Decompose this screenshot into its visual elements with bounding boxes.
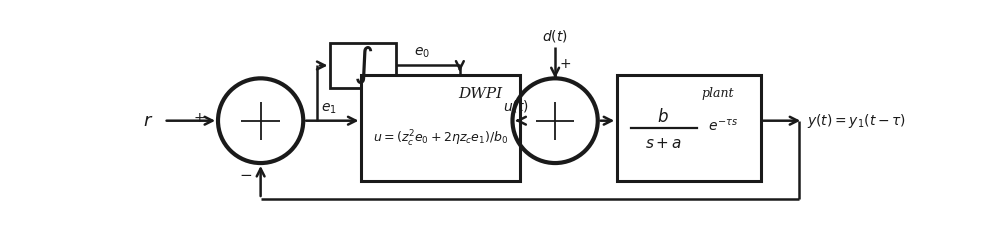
Text: $e^{-\tau s}$: $e^{-\tau s}$ bbox=[708, 118, 738, 134]
Text: $d(t)$: $d(t)$ bbox=[542, 28, 568, 44]
Bar bbox=[330, 43, 396, 87]
Text: +: + bbox=[193, 111, 205, 125]
Text: $e_0$: $e_0$ bbox=[414, 45, 430, 60]
Text: $s+a$: $s+a$ bbox=[645, 137, 682, 151]
Text: $u(t)$: $u(t)$ bbox=[503, 98, 529, 114]
Text: $r$: $r$ bbox=[143, 112, 153, 130]
Text: $e_1$: $e_1$ bbox=[321, 102, 336, 116]
Text: $u=(z_c^2e_0+2\eta z_ce_1)/b_0$: $u=(z_c^2e_0+2\eta z_ce_1)/b_0$ bbox=[373, 129, 508, 149]
Text: $y(t)=y_1(t-\tau)$: $y(t)=y_1(t-\tau)$ bbox=[807, 112, 906, 130]
Text: $b$: $b$ bbox=[657, 108, 669, 126]
Text: $\int$: $\int$ bbox=[353, 44, 373, 87]
Text: DWPI: DWPI bbox=[458, 87, 503, 101]
Bar bbox=[361, 75, 520, 181]
Bar bbox=[617, 75, 761, 181]
Text: plant: plant bbox=[701, 87, 734, 100]
Text: −: − bbox=[239, 168, 252, 183]
Text: +: + bbox=[560, 56, 572, 71]
Text: +: + bbox=[488, 111, 499, 125]
